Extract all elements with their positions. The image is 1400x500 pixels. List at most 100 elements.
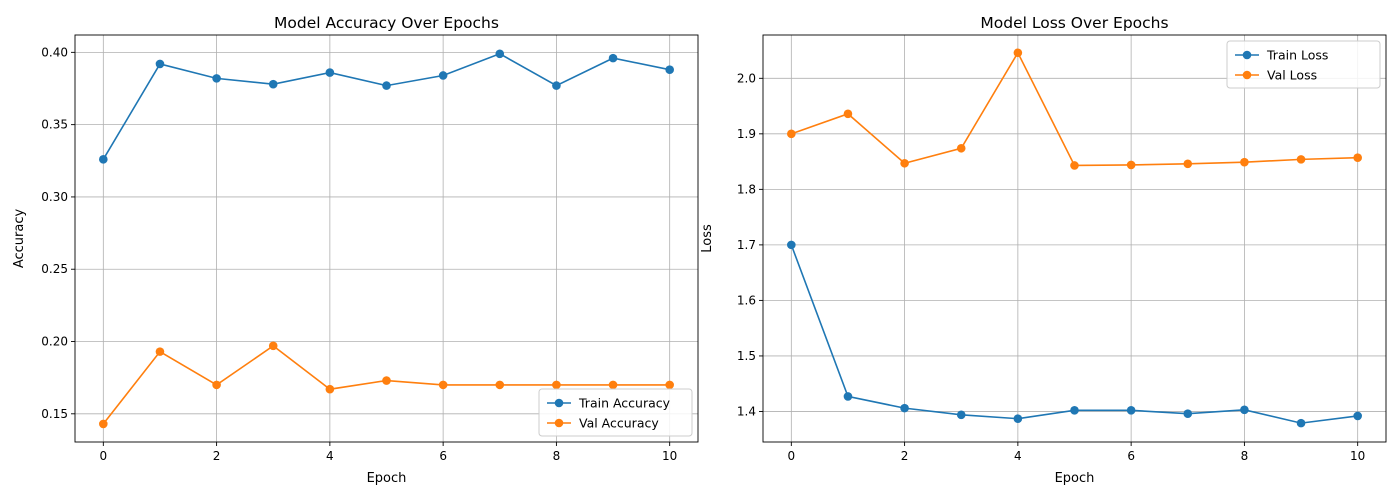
data-point xyxy=(212,74,221,83)
legend-swatch-marker xyxy=(1242,50,1252,60)
data-point xyxy=(99,419,108,429)
y-tick-label: 0.15 xyxy=(41,407,68,421)
data-point xyxy=(787,129,796,139)
data-point xyxy=(212,380,221,390)
data-point xyxy=(1126,160,1136,170)
data-point xyxy=(1240,157,1249,167)
data-point xyxy=(268,341,278,351)
data-point xyxy=(900,158,909,168)
legend-swatch-marker xyxy=(1242,70,1252,80)
legend: Train Loss Val Loss xyxy=(1226,40,1381,89)
data-point xyxy=(665,380,674,390)
data-point xyxy=(99,155,108,164)
data-point xyxy=(325,68,335,77)
legend-label: Train Loss xyxy=(1266,48,1328,63)
data-point xyxy=(495,49,505,59)
y-tick-label: 0.20 xyxy=(41,335,68,349)
x-tick-label: 4 xyxy=(1014,449,1022,463)
grid xyxy=(75,35,698,442)
x-axis-label: Epoch xyxy=(1055,471,1095,486)
legend-box xyxy=(538,388,693,437)
data-point xyxy=(787,240,796,250)
data-point xyxy=(1070,161,1079,170)
x-tick-label: 6 xyxy=(439,449,447,463)
data-point xyxy=(843,392,853,401)
data-point xyxy=(155,59,165,69)
data-point xyxy=(1013,48,1023,58)
data-point xyxy=(665,65,674,74)
x-tick-label: 8 xyxy=(553,449,561,463)
data-point xyxy=(155,347,165,356)
legend-swatch-marker xyxy=(554,418,564,428)
data-point xyxy=(382,376,391,385)
data-point xyxy=(1353,153,1362,163)
y-tick-label: 2.0 xyxy=(737,71,756,85)
data-point xyxy=(382,81,391,90)
legend-box xyxy=(1226,40,1381,89)
x-tick-label: 2 xyxy=(213,449,221,463)
data-point xyxy=(552,81,561,90)
y-tick-label: 0.25 xyxy=(41,262,68,276)
data-point xyxy=(1126,406,1136,415)
data-point xyxy=(900,403,909,413)
data-point xyxy=(1296,418,1306,428)
data-point xyxy=(552,380,561,390)
series-0 xyxy=(787,240,1362,428)
x-tick-label: 0 xyxy=(99,449,107,463)
series-line xyxy=(102,52,670,160)
data-point xyxy=(438,71,448,80)
axes-frame xyxy=(762,34,1387,443)
x-tick-label: 10 xyxy=(662,449,677,463)
data-point xyxy=(268,79,278,89)
y-tick-label: 1.4 xyxy=(737,404,756,418)
series-line xyxy=(790,244,1358,424)
chart-title: Model Accuracy Over Epochs xyxy=(274,14,499,32)
x-tick-label: 6 xyxy=(1127,449,1135,463)
y-tick-label: 0.30 xyxy=(41,190,68,204)
chart-0: 0 2 4 6 8 10 0.15 0.20 0.25 0.30 0.35 0.40 Model Acc… xyxy=(12,14,699,486)
data-point xyxy=(608,53,618,63)
legend-label: Train Accuracy xyxy=(578,396,671,411)
y-axis-label: Loss xyxy=(700,224,715,253)
y-tick-label: 1.6 xyxy=(737,293,756,307)
data-point xyxy=(956,143,966,153)
y-tick-label: 1.8 xyxy=(737,182,756,196)
x-tick-label: 4 xyxy=(326,449,334,463)
data-point xyxy=(1353,411,1362,421)
legend: Train Accuracy Val Accuracy xyxy=(538,388,693,437)
data-point xyxy=(608,380,618,390)
x-tick-label: 2 xyxy=(901,449,909,463)
data-point xyxy=(438,380,448,390)
data-point xyxy=(1013,414,1023,423)
y-tick-label: 1.7 xyxy=(737,238,756,252)
y-tick-label: 1.5 xyxy=(737,349,756,363)
chart-1: 0 2 4 6 8 10 1.4 1.5 1.6 1.7 1.8 1.9 2.0 Model Loss O… xyxy=(700,14,1387,486)
y-tick-label: 0.35 xyxy=(41,118,68,132)
series-1 xyxy=(99,341,674,429)
legend-label: Val Loss xyxy=(1267,68,1317,83)
series-1 xyxy=(787,48,1362,170)
data-point xyxy=(1296,155,1306,164)
data-point xyxy=(1240,405,1249,415)
data-point xyxy=(1070,406,1079,415)
data-point xyxy=(843,109,853,119)
data-point xyxy=(495,380,505,390)
x-axis-label: Epoch xyxy=(367,471,407,486)
data-point xyxy=(1183,409,1193,418)
data-point xyxy=(1183,159,1193,169)
y-tick-label: 0.40 xyxy=(41,45,68,59)
legend-swatch-marker xyxy=(554,398,564,408)
grid xyxy=(763,35,1386,442)
y-axis-label: Accuracy xyxy=(12,209,27,269)
series-0 xyxy=(99,49,674,164)
axes-frame xyxy=(74,34,699,443)
chart-title: Model Loss Over Epochs xyxy=(980,14,1168,32)
x-tick-label: 10 xyxy=(1350,449,1365,463)
x-tick-label: 8 xyxy=(1241,449,1249,463)
legend-label: Val Accuracy xyxy=(579,416,659,431)
data-point xyxy=(956,410,966,420)
x-tick-label: 0 xyxy=(787,449,795,463)
data-point xyxy=(325,384,335,394)
y-tick-label: 1.9 xyxy=(737,127,756,141)
